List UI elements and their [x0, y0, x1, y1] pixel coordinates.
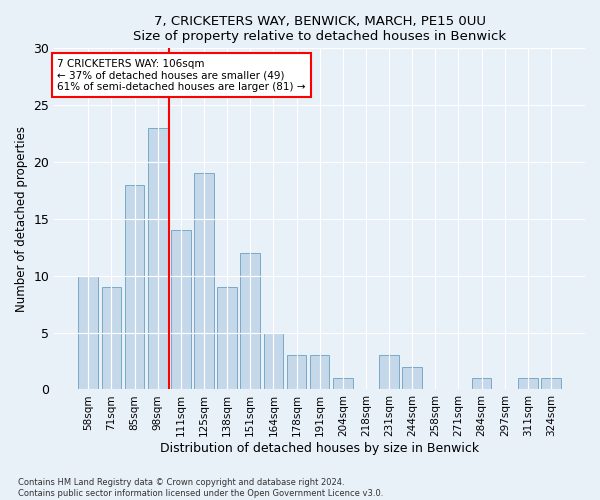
Bar [194, 174, 214, 390]
Bar [217, 287, 237, 390]
Bar [263, 332, 283, 390]
Bar [403, 366, 422, 390]
Bar [310, 356, 329, 390]
Text: 7 CRICKETERS WAY: 106sqm
← 37% of detached houses are smaller (49)
61% of semi-d: 7 CRICKETERS WAY: 106sqm ← 37% of detach… [57, 58, 305, 92]
Bar [79, 276, 98, 390]
Text: Contains HM Land Registry data © Crown copyright and database right 2024.
Contai: Contains HM Land Registry data © Crown c… [18, 478, 383, 498]
Bar [379, 356, 399, 390]
Y-axis label: Number of detached properties: Number of detached properties [15, 126, 28, 312]
Bar [287, 356, 307, 390]
Bar [518, 378, 538, 390]
X-axis label: Distribution of detached houses by size in Benwick: Distribution of detached houses by size … [160, 442, 479, 455]
Bar [148, 128, 167, 390]
Bar [241, 253, 260, 390]
Bar [472, 378, 491, 390]
Bar [541, 378, 561, 390]
Bar [171, 230, 191, 390]
Bar [333, 378, 353, 390]
Bar [101, 287, 121, 390]
Title: 7, CRICKETERS WAY, BENWICK, MARCH, PE15 0UU
Size of property relative to detache: 7, CRICKETERS WAY, BENWICK, MARCH, PE15 … [133, 15, 506, 43]
Bar [125, 185, 145, 390]
